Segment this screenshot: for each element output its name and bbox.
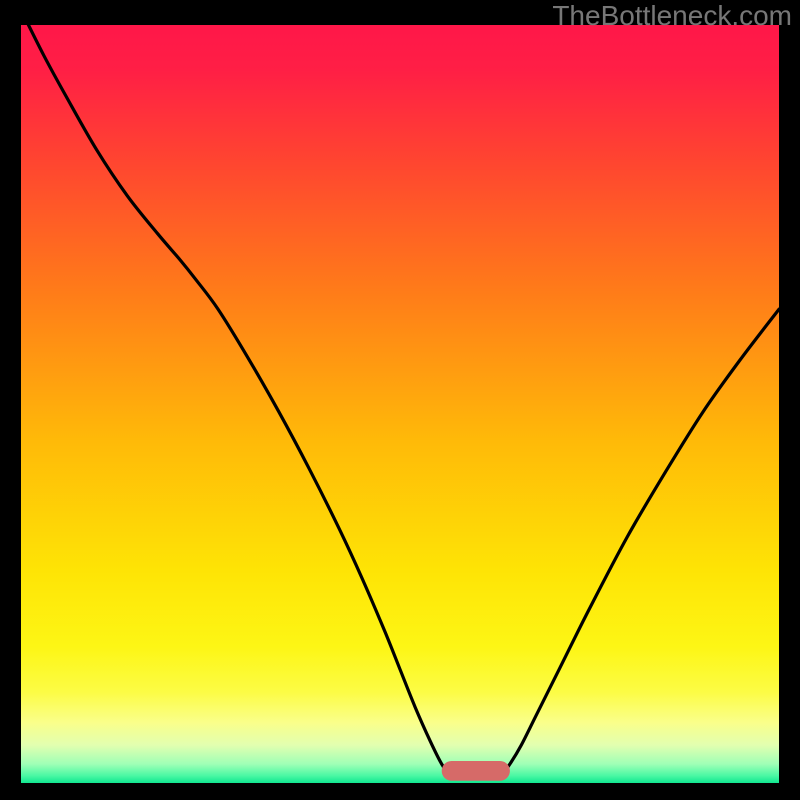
optimal-point-marker <box>442 761 510 781</box>
chart-frame: TheBottleneck.com <box>0 0 800 800</box>
bottleneck-curve-chart <box>0 0 800 800</box>
